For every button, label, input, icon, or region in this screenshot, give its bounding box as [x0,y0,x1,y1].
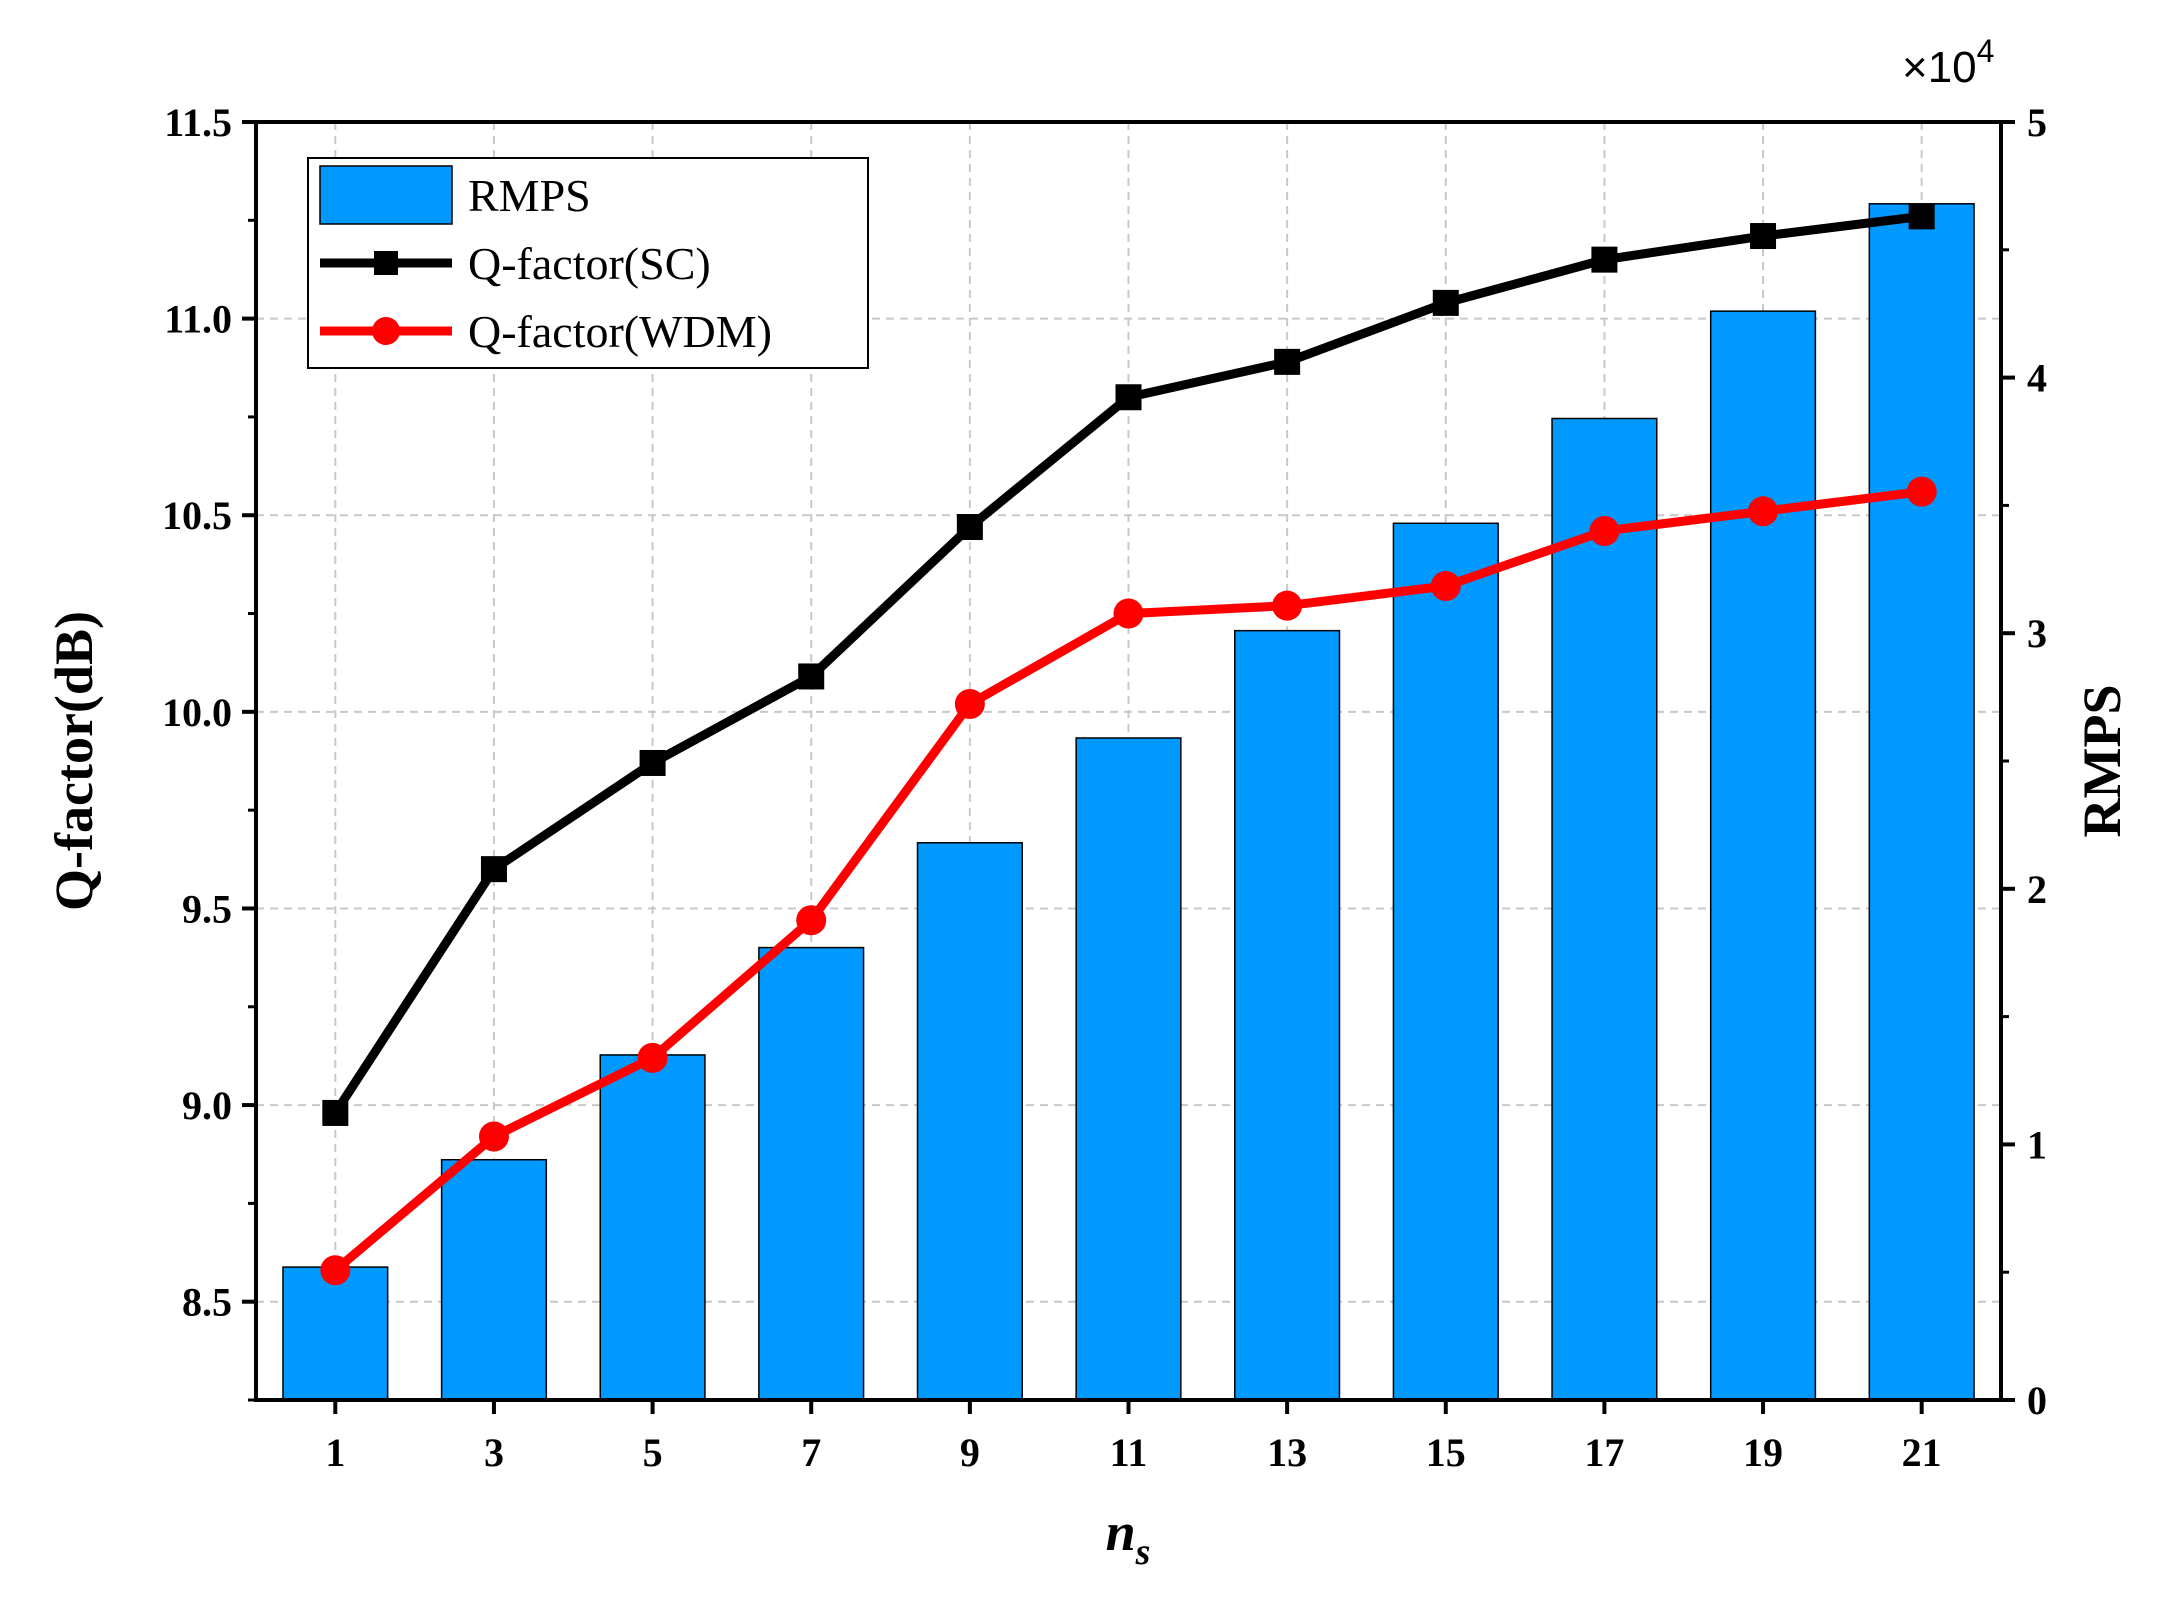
right-y-tick-label: 3 [2027,611,2047,656]
q-factor-sc-point [480,856,507,883]
q-factor-wdm-point [1589,515,1620,546]
right-y-tick-label: 2 [2027,867,2047,912]
left-y-axis-title: Q-factor(dB) [44,611,104,911]
q-factor-wdm-point [637,1042,668,1073]
q-factor-sc-point [1908,203,1935,230]
q-factor-wdm-point [796,905,827,936]
right-axis-multiplier: ×104 [1902,33,1994,92]
q-factor-sc-point [1432,289,1459,316]
q-factor-wdm-point [954,688,985,719]
x-tick-label: 9 [960,1430,980,1475]
q-factor-lines [320,203,1937,1286]
x-tick-label: 5 [643,1430,663,1475]
rmps-bar [1709,310,1817,1401]
legend-sc-marker [374,251,398,275]
x-axis-title: ns [1106,1502,1151,1573]
q-factor-sc-point [798,663,825,690]
left-y-tick-label: 11.5 [164,100,232,145]
left-y-tick-label: 10.0 [162,690,232,735]
x-tick-label: 19 [1743,1430,1783,1475]
left-y-tick-label: 9.5 [182,886,232,931]
x-tick-label: 21 [1902,1430,1942,1475]
q-factor-wdm-point [478,1121,509,1152]
x-axis-title-main: n [1106,1502,1136,1562]
x-tick-label: 1 [325,1430,345,1475]
rmps-bar [1234,629,1341,1401]
multiplier-exponent: 4 [1977,33,1995,69]
q-factor-sc-point [956,514,983,541]
left-y-tick-label: 11.0 [164,297,232,342]
q-factor-wdm-point [1906,476,1937,507]
q-factor-sc-point [322,1099,349,1126]
rmps-bar [1392,522,1499,1401]
x-tick-label: 7 [801,1430,821,1475]
x-tick-label: 13 [1267,1430,1307,1475]
rmps-bar [1075,737,1182,1401]
rmps-bar [282,1266,389,1401]
right-y-tick-label: 0 [2027,1378,2047,1423]
left-y-tick-label: 10.5 [162,493,232,538]
legend-rmps-label: RMPS [468,170,591,221]
q-factor-wdm-point [1272,590,1303,621]
q-factor-sc-point [1591,246,1618,273]
right-y-tick-label: 5 [2027,100,2047,145]
rmps-bar [758,946,865,1401]
q-factor-wdm-point [1748,496,1779,527]
q-factor-wdm-point [320,1255,351,1286]
x-axis-title-sub: s [1135,1531,1151,1573]
x-tick-label: 15 [1426,1430,1466,1475]
rmps-bar [916,842,1023,1401]
q-factor-wdm-point [1430,571,1461,602]
q-factor-wdm-point [1113,598,1144,629]
rmps-bars [282,203,1975,1401]
legend: RMPS Q-factor(SC) Q-factor(WDM) [307,157,869,369]
legend-rmps-swatch [319,165,453,225]
q-factor-sc-point [1274,348,1301,375]
right-y-tick-label: 1 [2027,1122,2047,1167]
right-y-tick-label: 4 [2027,356,2047,401]
x-tick-label: 11 [1110,1430,1148,1475]
rmps-bar [1868,203,1975,1401]
legend-wdm-marker [372,317,400,345]
legend-sc-label: Q-factor(SC) [468,238,711,289]
legend-wdm-label: Q-factor(WDM) [468,306,772,357]
multiplier-base: ×10 [1902,43,1977,92]
left-y-tick-label: 9.0 [182,1083,232,1128]
q-factor-sc-point [1115,384,1142,411]
axis-ticks [242,120,2015,1414]
left-y-tick-label: 8.5 [182,1280,232,1325]
rmps-bar [440,1158,548,1401]
x-tick-label: 3 [484,1430,504,1475]
q-factor-sc-point [639,749,666,776]
x-tick-label: 17 [1584,1430,1624,1475]
rmps-bar [599,1054,706,1401]
rmps-bar [1551,417,1658,1401]
right-y-axis-title: RMPS [2072,685,2132,838]
q-factor-sc-point [1750,223,1777,250]
